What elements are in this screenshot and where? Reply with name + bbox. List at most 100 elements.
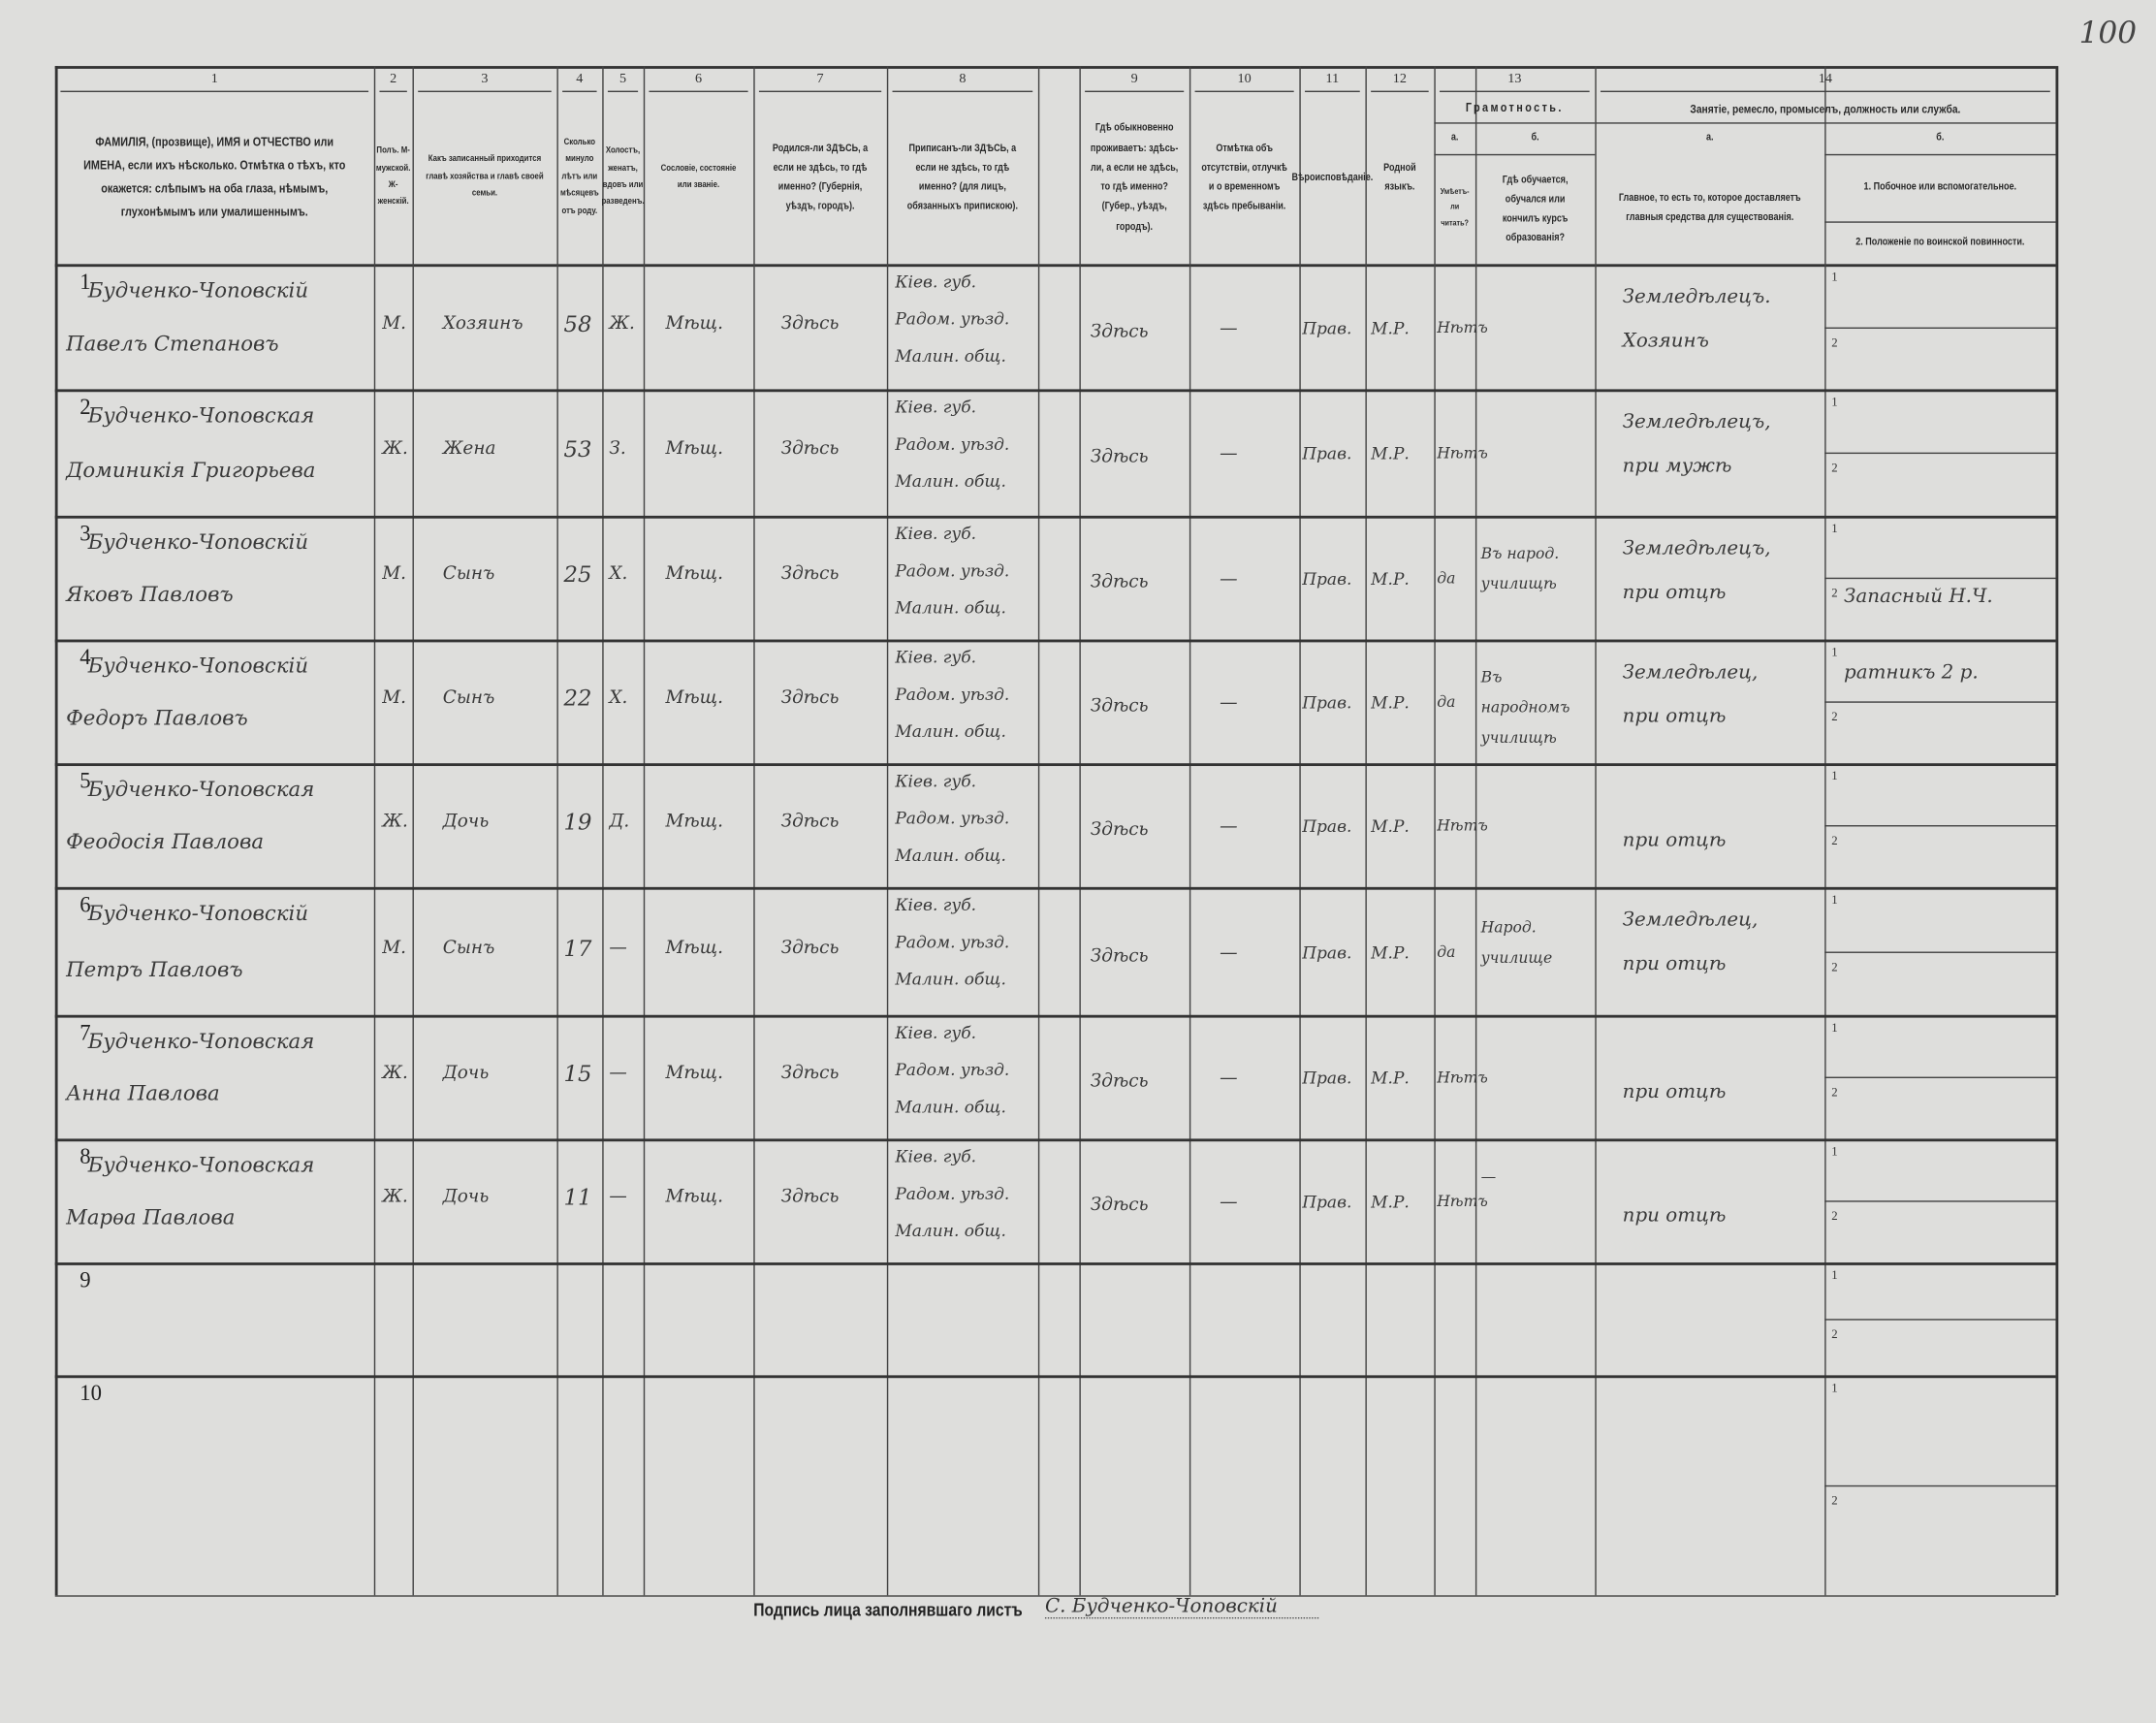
absence: — xyxy=(1220,1192,1238,1214)
column-number: 2 xyxy=(390,71,397,87)
main-occupation-line2: при отцѣ xyxy=(1622,581,1727,604)
registration-line: Радом. уѣзд. xyxy=(895,309,1010,329)
literacy-divider xyxy=(1434,122,1596,124)
surname: Будченко-Чоповская xyxy=(87,1028,315,1054)
sub-label-1: 1 xyxy=(1831,892,1838,907)
column-divider xyxy=(1824,66,1826,1596)
estate: Мѣщ. xyxy=(665,811,723,833)
absence: — xyxy=(1220,816,1238,838)
main-occupation-line2: при отцѣ xyxy=(1622,1080,1727,1103)
column-divider xyxy=(54,66,58,1596)
occupation-divider xyxy=(1595,122,2056,124)
column-divider xyxy=(886,66,889,1596)
main-occupation-line2: при отцѣ xyxy=(1622,952,1727,975)
column-divider xyxy=(602,66,604,1596)
registration-line: Радом. уѣзд. xyxy=(895,1184,1010,1204)
relation: Дочь xyxy=(442,1063,490,1084)
estate: Мѣщ. xyxy=(665,1187,723,1208)
marital-status: Х. xyxy=(609,563,628,585)
registration-line: Кіев. губ. xyxy=(895,1146,977,1166)
estate: Мѣщ. xyxy=(665,937,723,958)
religion: Прав. xyxy=(1302,318,1352,338)
row-number: 10 xyxy=(79,1382,102,1406)
column-number-underline xyxy=(607,90,639,93)
birthplace: Здѣсь xyxy=(780,1187,840,1208)
header-school: Гдѣ обучается, обучался или кончилъ курс… xyxy=(1502,173,1569,244)
column-number-underline xyxy=(1305,90,1360,93)
header-occupation-b-label: б. xyxy=(1936,130,1945,144)
column-divider xyxy=(1434,66,1436,1596)
sub-label-1: 1 xyxy=(1831,1020,1838,1035)
given-name: Федоръ Павловъ xyxy=(66,705,248,731)
residence: Здѣсь xyxy=(1090,1195,1149,1216)
registration-line: Малин. общ. xyxy=(895,846,1006,866)
header-family-name: ФАМИЛІЯ, (прозвище), ИМЯ и ОТЧЕСТВО или … xyxy=(83,134,346,219)
row-divider xyxy=(54,515,2056,519)
row-number: 7 xyxy=(79,1021,91,1045)
registration-line: Малин. общ. xyxy=(895,346,1006,367)
column-number: 6 xyxy=(694,71,703,87)
absence: — xyxy=(1220,692,1238,715)
row-divider xyxy=(54,639,2056,643)
column-number-underline xyxy=(1194,90,1294,93)
registration-line: Радом. уѣзд. xyxy=(895,685,1010,705)
birthplace: Здѣсь xyxy=(780,937,840,958)
column-number: 1 xyxy=(210,71,218,87)
column-number: 10 xyxy=(1237,71,1252,87)
column-number: 13 xyxy=(1507,71,1522,87)
header-residence: Гдѣ обыкновенно проживаетъ: здѣсь-ли, а … xyxy=(1090,121,1179,232)
estate: Мѣщ. xyxy=(665,1063,723,1084)
surname: Будченко-Чоповскій xyxy=(87,277,309,303)
relation: Дочь xyxy=(442,1187,490,1208)
sub-label-2: 2 xyxy=(1831,1208,1838,1223)
side-occupation: ратникъ 2 р. xyxy=(1844,661,1979,684)
religion: Прав. xyxy=(1302,816,1352,837)
main-occupation-line2: Хозяинъ xyxy=(1622,330,1709,353)
row-number: 8 xyxy=(79,1145,91,1169)
header-absence: Отмѣтка объ отсутствіи, отлучкѣ и о врем… xyxy=(1201,141,1287,212)
residence: Здѣсь xyxy=(1090,819,1149,841)
can-read: да xyxy=(1437,942,1456,961)
residence: Здѣсь xyxy=(1090,1070,1149,1093)
native-language: М.Р. xyxy=(1371,816,1410,837)
row-number: 1 xyxy=(79,271,91,295)
occupation-b-divider xyxy=(1824,221,2056,223)
absence: — xyxy=(1220,1069,1238,1090)
relation: Сынъ xyxy=(442,937,495,958)
main-occupation-line1: Земледѣлецъ, xyxy=(1622,411,1771,433)
main-occupation-line1: Земледѣлец, xyxy=(1622,909,1759,932)
main-occupation-line2: при отцѣ xyxy=(1622,1204,1727,1228)
military-sub-divider xyxy=(1824,1076,2056,1079)
can-read: Нѣтъ xyxy=(1437,1192,1488,1211)
marital-status: — xyxy=(609,937,627,958)
row-number: 4 xyxy=(79,646,91,670)
military-sub-divider xyxy=(1824,1200,2056,1202)
main-occupation-line1: Земледѣлецъ. xyxy=(1622,286,1771,308)
sex: Ж. xyxy=(382,811,408,833)
birthplace: Здѣсь xyxy=(780,563,840,585)
main-occupation-line2: при отцѣ xyxy=(1622,829,1727,851)
column-number: 14 xyxy=(1818,71,1832,87)
registration-line: Кіев. губ. xyxy=(895,895,977,915)
absence: — xyxy=(1220,318,1238,339)
header-literacy-a-label: а. xyxy=(1450,130,1459,144)
main-occupation-line2: при отцѣ xyxy=(1622,705,1727,728)
registration-line: Радом. уѣзд. xyxy=(895,932,1010,952)
can-read: Нѣтъ xyxy=(1437,444,1488,463)
age: 22 xyxy=(563,685,592,712)
row-divider xyxy=(54,1375,2056,1379)
sub-label-2: 2 xyxy=(1831,959,1838,973)
marital-status: Х. xyxy=(609,687,628,709)
column-divider xyxy=(1079,66,1081,1596)
column-divider xyxy=(2055,66,2059,1596)
header-religion: Вѣроисповѣданіе. xyxy=(1291,170,1374,183)
column-number: 5 xyxy=(618,71,627,87)
sex: Ж. xyxy=(382,1187,408,1208)
registration-line: Кіев. губ. xyxy=(895,648,977,667)
school: Въ народ. училищѣ xyxy=(1480,544,1560,593)
marital-status: Ж. xyxy=(609,312,635,334)
military-sub-divider xyxy=(1824,326,2056,329)
sub-label-2: 2 xyxy=(1831,1085,1838,1100)
native-language: М.Р. xyxy=(1371,318,1410,338)
can-read: Нѣтъ xyxy=(1437,1069,1488,1087)
